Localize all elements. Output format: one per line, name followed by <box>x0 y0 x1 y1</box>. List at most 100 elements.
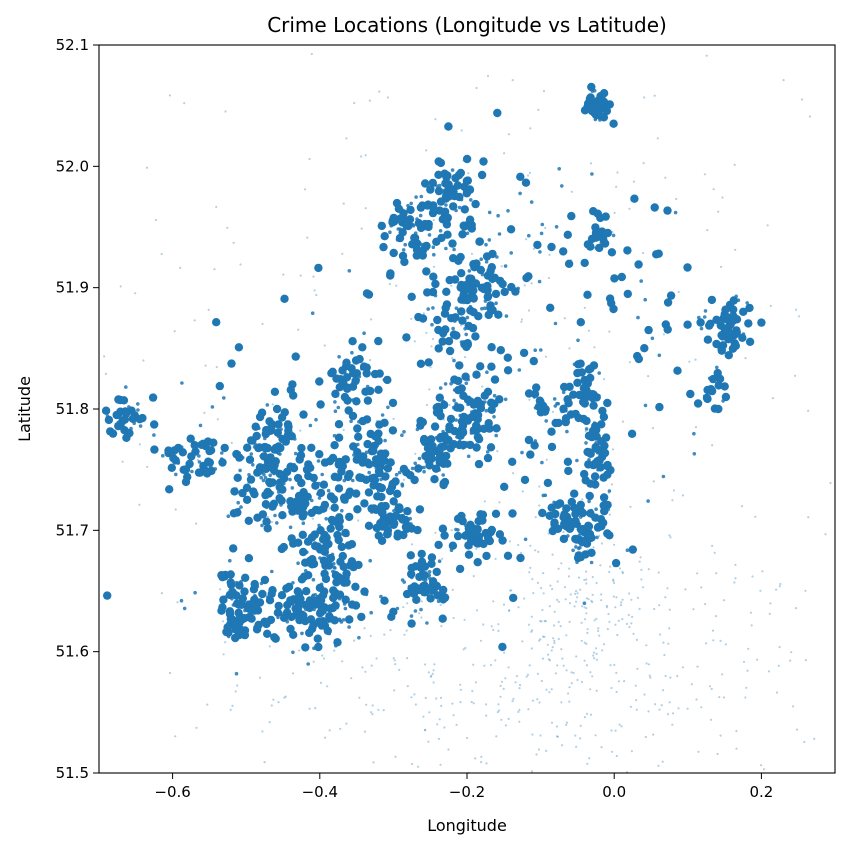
data-point <box>724 643 728 646</box>
data-point <box>750 624 753 627</box>
data-point <box>283 696 286 699</box>
data-point <box>462 154 472 164</box>
data-point <box>627 429 637 438</box>
data-point <box>395 503 404 512</box>
data-point <box>668 701 671 704</box>
data-point <box>294 587 299 592</box>
data-point <box>321 563 326 568</box>
data-point <box>564 408 568 413</box>
data-point <box>578 508 587 518</box>
data-point <box>297 328 300 331</box>
data-point <box>375 657 378 660</box>
data-point <box>285 602 290 607</box>
data-point <box>215 205 218 208</box>
data-point <box>234 671 239 676</box>
data-point <box>164 446 173 455</box>
data-point <box>410 575 414 580</box>
data-point <box>263 624 268 628</box>
data-point <box>635 699 638 702</box>
data-point <box>605 606 609 609</box>
data-point <box>170 446 179 455</box>
data-point <box>353 424 362 433</box>
data-point <box>498 642 507 652</box>
data-point <box>125 428 134 438</box>
data-point <box>576 596 579 599</box>
data-point <box>541 608 544 612</box>
data-point <box>482 252 492 261</box>
data-point <box>766 224 769 227</box>
data-point <box>708 685 712 688</box>
data-point <box>450 529 453 532</box>
y-tick-label: 51.8 <box>56 400 89 418</box>
data-point <box>179 598 184 603</box>
data-point <box>414 312 423 322</box>
data-point <box>460 324 463 327</box>
data-point <box>395 214 405 224</box>
data-point <box>621 598 624 601</box>
data-point <box>363 627 366 630</box>
data-point <box>595 525 600 529</box>
data-point <box>343 396 352 405</box>
data-point <box>464 524 473 533</box>
data-point <box>625 622 629 626</box>
data-point <box>654 703 657 706</box>
data-point <box>417 549 426 559</box>
data-point <box>803 740 806 744</box>
data-point <box>333 638 342 647</box>
data-point <box>474 757 477 760</box>
x-axis-ticks: −0.6 −0.4 −0.2 0.0 0.2 <box>154 773 773 801</box>
data-point <box>493 108 502 118</box>
data-point <box>455 564 465 574</box>
data-point <box>441 303 450 313</box>
data-point <box>600 593 603 596</box>
data-point <box>471 690 474 693</box>
data-point <box>584 522 594 531</box>
data-point <box>458 428 468 437</box>
data-point <box>695 698 698 701</box>
data-point <box>306 662 311 666</box>
data-point <box>603 378 606 381</box>
data-point <box>371 432 380 441</box>
data-point <box>279 542 288 552</box>
data-point <box>326 524 335 533</box>
data-point <box>595 456 604 465</box>
data-point <box>621 572 625 575</box>
data-point <box>394 755 397 758</box>
data-point <box>540 620 543 623</box>
data-point <box>576 592 579 595</box>
data-point <box>347 625 351 629</box>
data-point <box>487 263 496 272</box>
data-point <box>406 205 415 215</box>
data-point <box>608 330 611 333</box>
data-point <box>550 721 554 724</box>
data-point <box>429 272 438 281</box>
data-point <box>630 622 633 625</box>
data-point <box>593 209 602 218</box>
data-point <box>666 587 669 590</box>
data-point <box>531 699 535 702</box>
data-point <box>313 593 318 597</box>
data-point <box>365 384 370 389</box>
data-point <box>475 609 479 612</box>
data-point <box>224 110 227 113</box>
data-point <box>186 434 195 443</box>
data-point <box>429 675 432 678</box>
data-point <box>138 503 141 506</box>
data-point <box>213 467 218 471</box>
data-point <box>585 642 588 646</box>
data-point <box>485 450 490 454</box>
data-point <box>298 480 303 485</box>
data-point <box>491 509 501 518</box>
data-point <box>391 515 396 519</box>
data-point <box>508 609 511 612</box>
data-point <box>609 304 618 314</box>
data-point <box>408 240 417 249</box>
data-point <box>565 429 569 434</box>
data-point <box>482 551 491 561</box>
data-point <box>495 530 505 539</box>
data-point <box>351 601 361 610</box>
data-point <box>279 503 283 507</box>
data-point <box>417 765 420 768</box>
data-point <box>571 548 575 553</box>
data-point <box>243 443 252 452</box>
